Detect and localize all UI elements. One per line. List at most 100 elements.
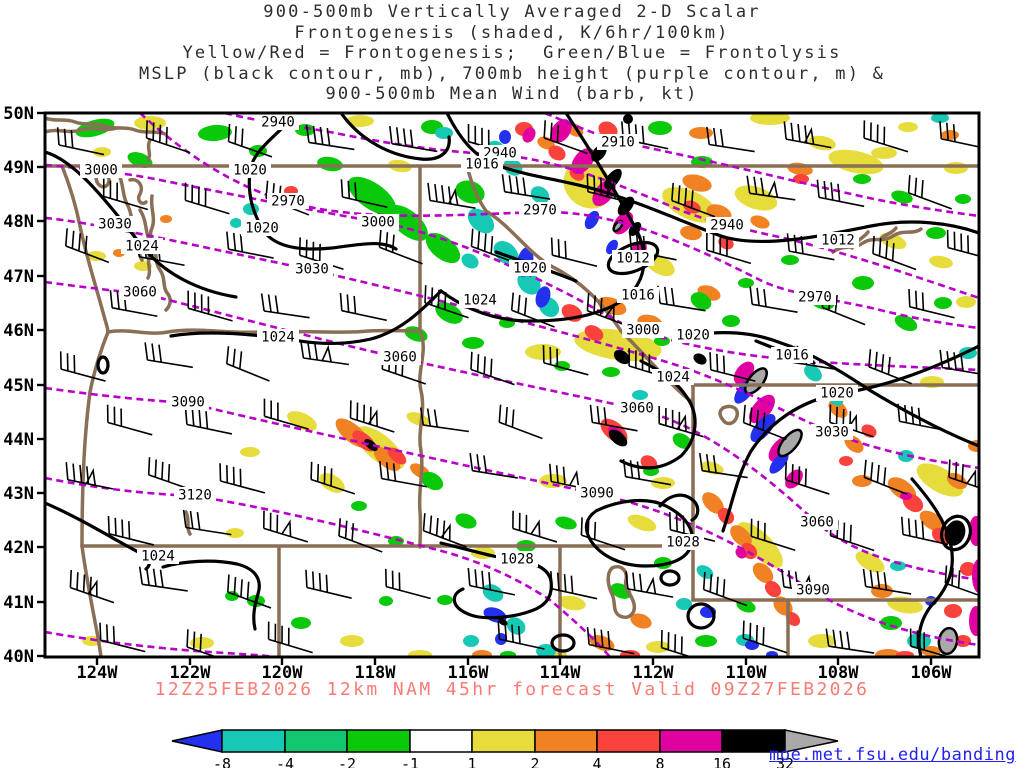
contour-label: 1020	[509, 260, 551, 277]
colorbar-segment	[409, 729, 473, 753]
svg-text:3090: 3090	[171, 395, 205, 411]
lon-axis-label: 122W	[170, 663, 212, 683]
contour-label: 3060	[616, 400, 658, 417]
svg-text:1020: 1020	[513, 261, 547, 277]
title-line-1: 900-500mb Vertically Averaged 2-D Scalar	[263, 2, 761, 22]
svg-text:2940: 2940	[261, 115, 295, 131]
lat-axis-label: 49N	[3, 158, 34, 178]
lon-axis-label: 124W	[77, 663, 119, 683]
contour-label: 1012	[612, 250, 654, 267]
contour-label: 1016	[617, 287, 659, 304]
svg-text:3000: 3000	[361, 215, 395, 231]
lat-axis-label: 41N	[3, 593, 34, 613]
contour-label: 1016	[461, 156, 503, 173]
svg-text:2970: 2970	[271, 194, 305, 210]
svg-text:2970: 2970	[798, 290, 832, 306]
mslp-contour-labels: 1020 1016 1024 1020 1012 1020 1016 1024 …	[121, 156, 859, 568]
contour-label: 3060	[119, 284, 161, 301]
lon-axis-label: 116W	[448, 663, 490, 683]
colorbar-tick: 16	[713, 755, 731, 768]
contour-label: 3060	[796, 514, 838, 531]
svg-text:3000: 3000	[84, 163, 118, 179]
lat-axis-label: 44N	[3, 430, 34, 450]
contour-label: 3060	[379, 349, 421, 366]
lon-axis-label: 120W	[262, 663, 304, 683]
lat-axis-label: 50N	[3, 104, 34, 124]
svg-text:1020: 1020	[676, 328, 710, 344]
svg-text:1020: 1020	[820, 386, 854, 402]
title-line-2: Frontogenesis (shaded, K/6hr/100km)	[294, 22, 730, 43]
svg-text:1024: 1024	[656, 370, 690, 386]
contour-label: 1020	[229, 162, 271, 179]
credit-link[interactable]: moe.met.fsu.edu/banding	[769, 745, 1016, 765]
lon-axis-label: 106W	[911, 663, 953, 683]
lat-axis-label: 40N	[3, 647, 34, 667]
forecast-valid-line: 12Z25FEB2026 12km NAM 45hr forecast Vali…	[154, 679, 870, 700]
svg-text:1016: 1016	[465, 157, 499, 173]
colorbar-segment	[659, 729, 723, 753]
svg-text:2910: 2910	[601, 135, 635, 151]
lon-axis-label: 112W	[633, 663, 675, 683]
svg-text:3060: 3060	[123, 285, 157, 301]
colorbar-segment	[596, 729, 661, 753]
colorbar-arrow-left	[171, 729, 223, 753]
svg-text:2970: 2970	[523, 203, 557, 219]
contour-label: 3090	[576, 485, 618, 502]
colorbar-segment	[534, 729, 598, 753]
lat-axis-labels: 50N 49N 48N 47N 46N 45N 44N 43N 42N 41N …	[3, 104, 34, 667]
contour-label: 3120	[174, 487, 216, 504]
colorbar-segment	[346, 729, 411, 753]
svg-text:1012: 1012	[821, 233, 855, 249]
contour-label: 2940	[706, 217, 748, 234]
lat-axis-label: 48N	[3, 212, 34, 232]
title-line-3: Yellow/Red = Frontogenesis; Green/Blue =…	[182, 43, 842, 63]
lon-axis-label: 110W	[726, 663, 768, 683]
svg-text:3090: 3090	[796, 583, 830, 599]
axis-ticks	[37, 111, 933, 665]
svg-text:1016: 1016	[775, 348, 809, 364]
contour-label: 1020	[816, 385, 858, 402]
contour-label: 2940	[257, 114, 299, 131]
svg-text:2940: 2940	[710, 218, 744, 234]
lat-axis-label: 45N	[3, 376, 34, 396]
contour-label: 1020	[672, 327, 714, 344]
contour-label: 2970	[267, 193, 309, 210]
svg-text:3000: 3000	[626, 323, 660, 339]
colorbar-arrow-right	[784, 729, 839, 753]
colorbar-tick: 32	[776, 755, 794, 768]
svg-text:1024: 1024	[141, 549, 175, 565]
svg-text:3060: 3060	[383, 350, 417, 366]
lon-axis-label: 118W	[355, 663, 397, 683]
title-line-5: 900-500mb Mean Wind (barb, kt)	[325, 84, 699, 104]
title-line-4: MSLP (black contour, mb), 700mb height (…	[138, 63, 886, 84]
svg-text:3030: 3030	[295, 262, 329, 278]
colorbar-tick: -2	[338, 755, 356, 768]
contour-label: 1020	[241, 220, 283, 237]
svg-text:3060: 3060	[800, 515, 834, 531]
contour-label: 3030	[291, 261, 333, 278]
contour-label: 3000	[357, 214, 399, 231]
colorbar-segment	[471, 729, 536, 753]
contour-label: 1016	[771, 347, 813, 364]
colorbar-tick: 1	[467, 755, 476, 768]
lat-axis-label: 42N	[3, 538, 34, 558]
svg-text:1028: 1028	[500, 552, 534, 568]
colorbar-tick-labels: -8 -4 -2 -1 1 2 4 8 16 32	[213, 755, 794, 768]
contour-label: 3000	[622, 322, 664, 339]
svg-text:3030: 3030	[815, 425, 849, 441]
contour-label: 1028	[496, 551, 538, 568]
contour-label: 3090	[167, 394, 209, 411]
contour-label: 2970	[519, 202, 561, 219]
colorbar-tick: -4	[276, 755, 294, 768]
colorbar-tick: -1	[401, 755, 419, 768]
colorbar-segment	[284, 729, 348, 753]
lon-axis-label: 108W	[818, 663, 860, 683]
svg-text:3030: 3030	[98, 217, 132, 233]
title-block: 900-500mb Vertically Averaged 2-D Scalar…	[0, 2, 1024, 105]
contour-label: 1012	[817, 232, 859, 249]
lat-axis-label: 46N	[3, 321, 34, 341]
contour-label: 1024	[459, 292, 501, 309]
contour-label: 3000	[80, 162, 122, 179]
